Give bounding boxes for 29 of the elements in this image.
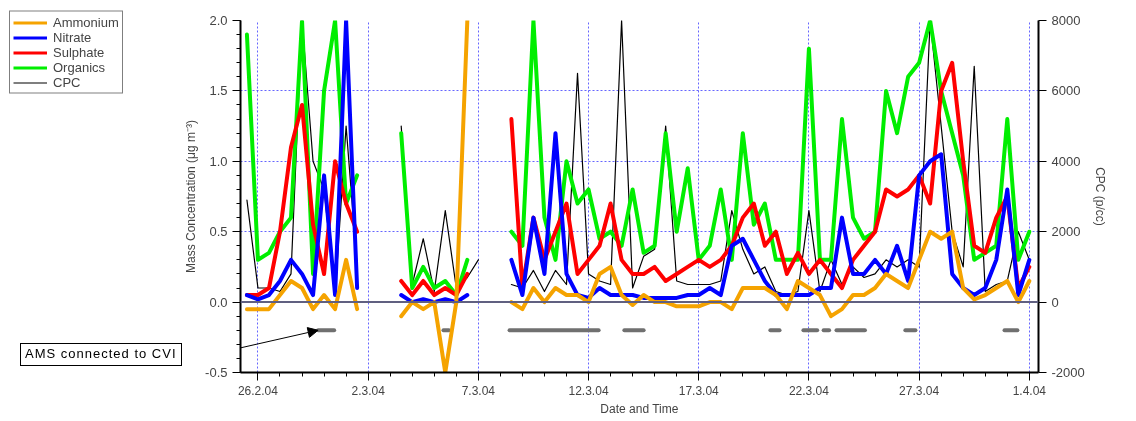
- legend-label: CPC: [53, 74, 81, 90]
- y2-tick-label: 8000: [1051, 13, 1081, 28]
- y2-axis-title: CPC (p/cc): [1092, 167, 1107, 226]
- y-axis-title: Mass Concentration (μg m⁻³): [184, 120, 199, 273]
- x-tick-label: 27.3.04: [899, 383, 940, 398]
- y2-tick-label: 0: [1051, 294, 1059, 310]
- y2-tick-label: 2000: [1051, 224, 1081, 240]
- legend-label: Nitrate: [53, 29, 92, 45]
- y2-tick-label: -2000: [1051, 365, 1085, 380]
- text: AMS connected to CVI: [25, 345, 177, 363]
- x-tick-label: 22.3.04: [788, 383, 830, 398]
- x-axis-title: Date and Time: [600, 401, 679, 416]
- y-tick-label: 1.5: [209, 83, 228, 99]
- x-tick-label: 7.3.04: [461, 383, 496, 398]
- legend-label: Ammonium: [53, 14, 119, 30]
- y2-tick-label: 4000: [1051, 153, 1081, 169]
- x-tick-label: 26.2.04: [237, 383, 279, 398]
- y-tick-label: 2.0: [209, 13, 228, 28]
- y-tick-label: 0.0: [209, 294, 228, 310]
- y2-tick-label: 6000: [1051, 83, 1081, 99]
- x-tick-label: 17.3.04: [678, 383, 720, 398]
- y-tick-label: 1.0: [209, 153, 228, 169]
- x-tick-label: 1.4.04: [1012, 383, 1047, 398]
- y-tick-label: -0.5: [205, 365, 228, 380]
- x-tick-label: 12.3.04: [568, 383, 609, 398]
- y-tick-label: 0.5: [209, 224, 228, 240]
- legend-label: Sulphate: [53, 44, 105, 60]
- legend-label: Organics: [53, 59, 106, 75]
- x-tick-label: 2.3.04: [351, 383, 386, 398]
